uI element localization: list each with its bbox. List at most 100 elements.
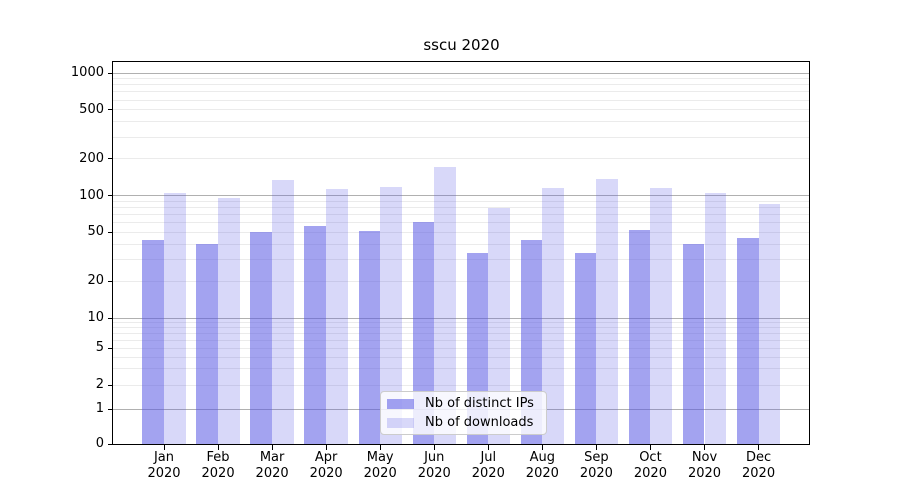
x-tick-month: Aug — [529, 450, 556, 465]
x-tick-mark — [487, 445, 489, 450]
x-tick-label-jan: Jan 2020 — [134, 450, 194, 482]
y-tick-label-50: 50 — [87, 224, 104, 240]
gridline-minor-6 — [113, 339, 810, 341]
bar-distinct-ips-nov — [682, 244, 705, 444]
gridline-major-10 — [113, 317, 810, 319]
gridline-minor-700 — [113, 91, 810, 93]
gridline-minor-800 — [113, 84, 810, 86]
y-tick-mark — [108, 384, 113, 386]
bar-downloads-mar — [272, 179, 294, 444]
gridline-minor-4 — [113, 356, 810, 358]
gridline-minor-2 — [113, 384, 810, 386]
bar-downloads-jun — [434, 167, 456, 444]
gridline-minor-8 — [113, 327, 810, 329]
x-tick-year: 2020 — [363, 466, 397, 481]
x-tick-year: 2020 — [255, 466, 289, 481]
x-tick-mark — [704, 445, 705, 450]
x-tick-mark — [217, 445, 219, 450]
bar-distinct-ips-jan — [142, 240, 164, 444]
x-tick-month: Feb — [206, 450, 230, 465]
bar-downloads-dec — [758, 203, 781, 444]
y-tick-mark — [108, 317, 113, 319]
bar-distinct-ips-dec — [736, 237, 759, 444]
gridline-minor-90 — [113, 200, 810, 202]
x-tick-year: 2020 — [309, 466, 343, 481]
gridline-major-100 — [113, 195, 810, 196]
x-tick-month: Jul — [480, 450, 497, 465]
gridline-minor-40 — [113, 243, 810, 245]
bar-downloads-apr — [326, 189, 348, 444]
y-tick-mark — [108, 158, 113, 160]
bar-downloads-aug — [542, 188, 565, 444]
x-tick-year: 2020 — [742, 466, 776, 481]
bar-distinct-ips-mar — [250, 232, 273, 444]
y-tick-label-0: 0 — [95, 436, 104, 451]
y-tick-label-20: 20 — [87, 273, 104, 289]
x-tick-month: Oct — [639, 450, 662, 465]
legend-label-downloads: Nb of downloads — [425, 415, 534, 430]
x-tick-year: 2020 — [147, 466, 181, 481]
x-tick-label-nov: Nov 2020 — [675, 450, 735, 482]
y-tick-mark — [108, 280, 113, 282]
y-tick-mark — [108, 408, 113, 410]
legend-item-distinct-ips: Nb of distinct IPs — [387, 396, 540, 411]
x-tick-label-sep: Sep 2020 — [566, 450, 626, 482]
bar-distinct-ips-feb — [196, 244, 219, 444]
bar-downloads-jul — [488, 208, 510, 444]
x-tick-month: Apr — [314, 450, 338, 465]
bar-distinct-ips-may — [358, 231, 381, 444]
x-tick-mark — [325, 445, 327, 450]
gridline-minor-20 — [113, 280, 810, 282]
chart-title: sscu 2020 — [423, 36, 500, 54]
x-tick-month: Nov — [691, 450, 718, 465]
legend-label-distinct-ips: Nb of distinct IPs — [425, 396, 534, 411]
x-tick-label-dec: Dec 2020 — [729, 450, 789, 482]
x-tick-label-apr: Apr 2020 — [296, 450, 356, 482]
x-tick-mark — [649, 445, 651, 450]
y-tick-mark — [108, 443, 113, 445]
y-tick-label-1000: 1000 — [70, 65, 104, 80]
gridline-minor-80 — [113, 206, 810, 208]
gridline-minor-600 — [113, 99, 810, 101]
x-tick-label-aug: Aug 2020 — [512, 450, 572, 482]
x-tick-mark — [163, 445, 165, 450]
legend-swatch-downloads-icon — [387, 417, 414, 428]
gridline-minor-9 — [113, 322, 810, 324]
y-tick-mark — [108, 72, 113, 74]
bar-distinct-ips-oct — [628, 230, 651, 444]
x-tick-mark — [433, 445, 435, 450]
legend-swatch-distinct-ips-icon — [387, 398, 414, 409]
x-tick-label-mar: Mar 2020 — [242, 450, 302, 482]
x-tick-month: Dec — [745, 450, 772, 465]
x-tick-label-jun: Jun 2020 — [404, 450, 464, 482]
bar-downloads-nov — [704, 193, 727, 444]
x-tick-mark — [758, 445, 760, 450]
y-tick-mark — [108, 109, 113, 111]
gridline-major-1000 — [113, 72, 810, 74]
gridline-minor-400 — [113, 121, 810, 123]
gridline-minor-3 — [113, 368, 810, 370]
x-tick-mark — [541, 445, 543, 450]
y-tick-label-10: 10 — [87, 310, 104, 325]
y-tick-label-100: 100 — [79, 187, 104, 203]
y-tick-label-1: 1 — [95, 401, 104, 416]
gridline-minor-60 — [113, 222, 810, 224]
bar-downloads-oct — [650, 188, 673, 444]
x-tick-year: 2020 — [687, 466, 722, 481]
x-tick-month: Jun — [424, 450, 445, 465]
gridline-minor-300 — [113, 136, 810, 138]
legend-item-downloads: Nb of downloads — [387, 415, 540, 430]
y-tick-label-5: 5 — [95, 340, 104, 355]
bar-distinct-ips-sep — [574, 252, 597, 444]
gridline-minor-500 — [113, 109, 810, 111]
bar-distinct-ips-jun — [412, 221, 435, 444]
gridline-minor-7 — [113, 332, 810, 334]
x-tick-month: Sep — [584, 450, 609, 465]
x-tick-year: 2020 — [417, 466, 451, 481]
x-tick-month: Mar — [259, 450, 285, 465]
x-tick-year: 2020 — [579, 466, 613, 481]
y-tick-mark — [108, 231, 113, 233]
bar-downloads-jan — [164, 192, 186, 444]
x-tick-label-oct: Oct 2020 — [620, 450, 680, 482]
